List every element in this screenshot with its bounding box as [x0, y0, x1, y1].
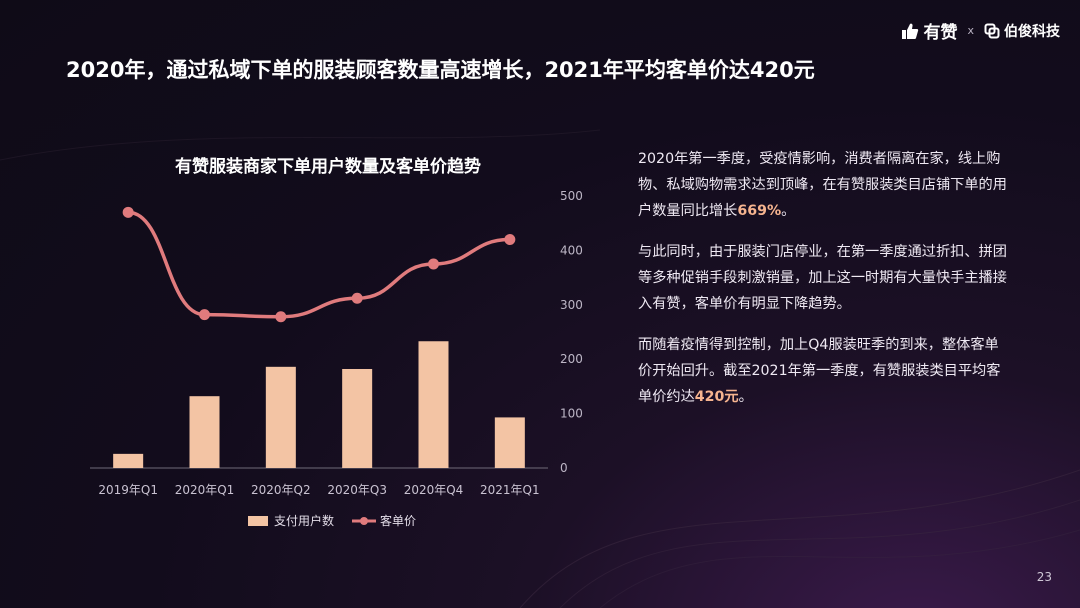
series-line [126, 210, 512, 319]
brand2-text: 伯俊科技 [1004, 23, 1060, 40]
bojun-logo: 伯俊科技 [984, 21, 1060, 41]
commentary-panel: 2020年第一季度，受疫情影响，消费者隔离在家，线上购物、私域购物需求达到顶峰，… [638, 146, 1010, 425]
line-point [199, 309, 210, 321]
y-tick-label: 100 [560, 407, 583, 421]
paragraph-3: 而随着疫情得到控制，加上Q4服装旺季的到来，整体客单价开始回升。截至2021年第… [638, 337, 1001, 405]
legend-marker-line [360, 517, 368, 525]
line-point [504, 234, 516, 246]
x-tick-label: 2020年Q4 [404, 483, 464, 497]
highlight-669: 669% [737, 203, 782, 219]
y-tick-label: 300 [560, 298, 583, 312]
line-point [351, 292, 363, 304]
x-tick-label: 2021年Q1 [480, 483, 540, 497]
combo-chart: 0 100 200 300 400 500 2019年Q1 2020年Q1 2020年Q2 202… [90, 189, 583, 528]
line-point [122, 206, 134, 218]
logo-separator: x [967, 24, 974, 37]
paragraph-1: 2020年第一季度，受疫情影响，消费者隔离在家，线上购物、私域购物需求达到顶峰，… [638, 151, 1007, 219]
bar [418, 341, 449, 468]
bar [342, 368, 373, 468]
bar [494, 417, 525, 468]
legend-label-line: 客单价 [380, 513, 416, 528]
bar [189, 396, 220, 468]
x-tick-label: 2020年Q3 [327, 483, 387, 497]
brand1-text: 有赞 [923, 23, 958, 43]
highlight-420: 420元 [694, 389, 739, 405]
y-tick-label: 400 [560, 243, 583, 257]
page-number: 23 [1036, 570, 1052, 584]
y-tick-label: 500 [560, 189, 583, 203]
y-tick-label: 0 [560, 461, 568, 475]
x-tick-label: 2019年Q1 [98, 483, 158, 497]
header-logos: 有赞 x 伯俊科技 [901, 18, 1060, 43]
bar [113, 453, 144, 468]
legend-label-bar: 支付用户数 [274, 513, 334, 528]
x-tick-label: 2020年Q1 [175, 483, 235, 497]
legend-swatch-bar [248, 516, 268, 526]
thumbs-up-icon [902, 23, 919, 39]
line-point [428, 258, 439, 270]
y-tick-label: 200 [560, 352, 583, 366]
line-point [275, 311, 287, 323]
bojun-mark-icon [984, 23, 1000, 38]
youzan-logo: 有赞 [901, 18, 957, 43]
slide-title: 2020年，通过私域下单的服装顾客数量高速增长，2021年平均客单价达420元 [66, 58, 815, 82]
paragraph-2: 与此同时，由于服装门店停业，在第一季度通过折扣、拼团等多种促销手段刺激销量，加上… [638, 244, 1007, 312]
chart-title: 有赞服装商家下单用户数量及客单价趋势 [175, 157, 481, 177]
bar [265, 366, 296, 468]
x-tick-label: 2020年Q2 [251, 483, 311, 497]
